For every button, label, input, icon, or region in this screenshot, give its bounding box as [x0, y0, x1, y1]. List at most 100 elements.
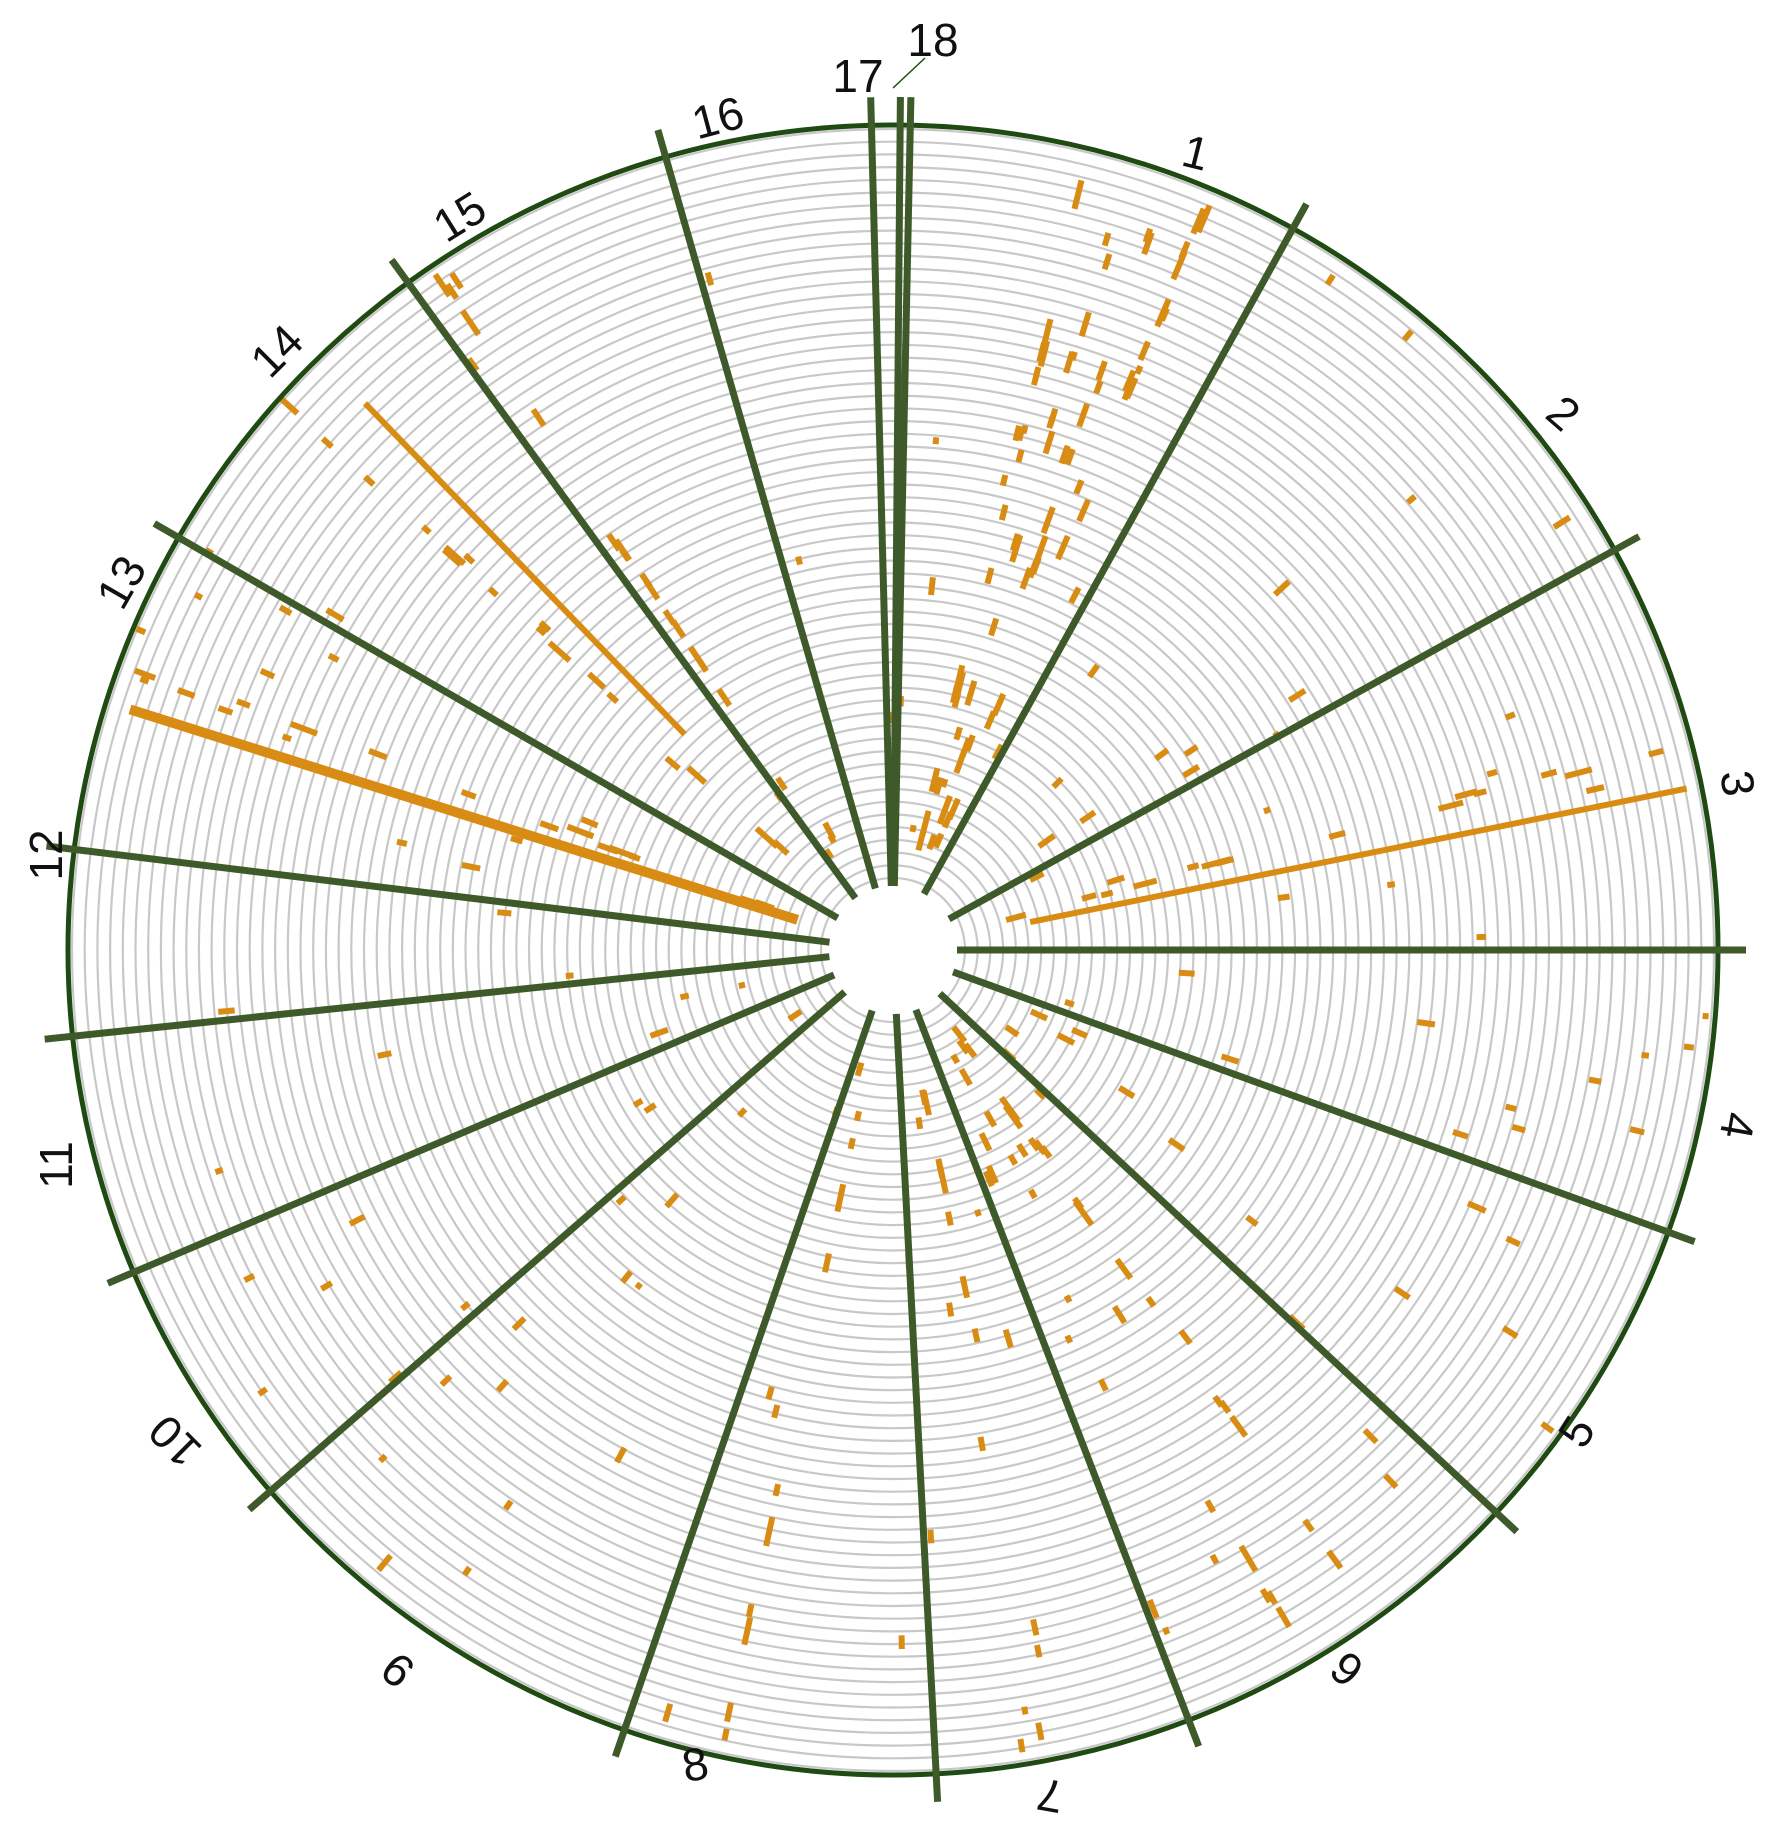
- feature-mark: [139, 675, 150, 685]
- feature-mark: [278, 395, 300, 416]
- feature-mark: [1015, 448, 1025, 463]
- feature-mark: [1245, 1214, 1259, 1227]
- segment-label-17: 17: [832, 50, 883, 102]
- feature-mark: [834, 1183, 847, 1213]
- feature-mark: [999, 474, 1009, 487]
- feature-mark: [1178, 1328, 1193, 1346]
- feature-mark: [1275, 1605, 1292, 1629]
- feature-mark: [1641, 1051, 1650, 1059]
- feature-mark: [765, 1386, 775, 1401]
- feature-mark: [615, 1194, 627, 1206]
- feature-mark: [933, 776, 944, 796]
- feature-mark: [1070, 1026, 1089, 1039]
- feature-mark: [565, 972, 574, 979]
- feature-mark: [547, 640, 572, 663]
- feature-mark: [1019, 566, 1033, 590]
- feature-mark: [1072, 1199, 1095, 1227]
- feature-mark: [348, 1213, 366, 1227]
- feature-mark: [1027, 1188, 1038, 1200]
- feature-mark: [176, 687, 196, 699]
- feature-mark: [639, 572, 653, 589]
- feature-mark: [775, 776, 788, 792]
- feature-mark: [1005, 911, 1027, 923]
- feature-mark: [1501, 1325, 1519, 1339]
- feature-mark: [664, 1192, 680, 1209]
- feature-mark: [959, 737, 972, 759]
- feature-mark: [787, 1008, 803, 1022]
- feature-mark: [1086, 663, 1101, 679]
- feature-mark: [1056, 1032, 1076, 1046]
- feature-mark: [539, 820, 560, 833]
- feature-mark: [1055, 534, 1071, 561]
- feature-mark: [1020, 424, 1029, 435]
- feature-mark: [687, 645, 709, 673]
- feature-mark: [1362, 1428, 1379, 1445]
- feature-mark: [278, 604, 293, 617]
- feature-mark: [1153, 747, 1170, 762]
- feature-mark: [1030, 1618, 1040, 1636]
- feature-mark: [1101, 232, 1112, 247]
- feature-mark: [487, 586, 499, 598]
- feature-mark: [620, 1269, 634, 1284]
- feature-mark: [1186, 862, 1200, 872]
- feature-mark: [362, 474, 376, 487]
- feature-mark: [1064, 448, 1076, 466]
- feature-mark: [1220, 1053, 1240, 1065]
- feature-mark: [1209, 1553, 1220, 1565]
- feature-mark: [257, 1386, 269, 1397]
- feature-mark: [1540, 768, 1558, 779]
- feature-mark: [1167, 1137, 1186, 1153]
- feature-mark: [1106, 874, 1126, 886]
- feature-mark: [320, 436, 334, 450]
- feature-mark: [461, 1565, 472, 1577]
- segment-divider: [388, 257, 859, 901]
- feature-mark: [1081, 892, 1097, 902]
- feature-mark: [643, 1102, 657, 1114]
- segment-dividers: [44, 96, 1746, 1802]
- feature-mark: [1272, 579, 1291, 597]
- feature-mark: [958, 1067, 973, 1087]
- feature-mark: [634, 1281, 643, 1291]
- feature-mark: [376, 1553, 394, 1573]
- feature-mark: [977, 1436, 986, 1452]
- feature-mark: [1262, 806, 1272, 815]
- feature-mark: [135, 625, 147, 636]
- feature-mark: [959, 1275, 971, 1299]
- feature-mark: [1002, 1104, 1024, 1130]
- feature-mark: [538, 620, 552, 633]
- feature-mark: [991, 743, 1005, 761]
- segment-label-8: 8: [678, 1736, 712, 1792]
- feature-mark: [193, 591, 204, 601]
- feature-mark: [327, 652, 340, 663]
- feature-mark: [983, 1110, 998, 1128]
- feature-mark: [1029, 785, 1688, 926]
- feature-mark: [649, 1026, 669, 1039]
- feature-mark: [1063, 350, 1076, 374]
- feature-mark: [1124, 376, 1139, 400]
- feature-mark: [1037, 340, 1051, 368]
- feature-mark: [1452, 1129, 1469, 1140]
- feature-mark: [823, 848, 835, 860]
- feature-mark: [1324, 273, 1336, 287]
- feature-mark: [579, 828, 595, 840]
- feature-mark: [1238, 1544, 1259, 1573]
- feature-mark: [741, 1616, 754, 1646]
- feature-mark: [738, 981, 746, 990]
- feature-mark: [915, 1116, 924, 1130]
- feature-mark: [662, 608, 677, 626]
- feature-mark: [133, 667, 157, 681]
- feature-mark: [736, 1107, 748, 1118]
- segment-divider: [951, 968, 1696, 1245]
- segment-divider: [654, 129, 879, 890]
- segment-label-18: 18: [907, 14, 958, 66]
- feature-mark: [1095, 360, 1108, 382]
- feature-mark: [1170, 250, 1188, 281]
- segment-divider: [611, 1009, 876, 1758]
- feature-mark: [1326, 1549, 1344, 1570]
- feature-mark: [1009, 532, 1021, 552]
- feature-mark: [772, 839, 790, 856]
- feature-mark: [662, 1702, 674, 1723]
- feature-mark: [495, 1378, 510, 1393]
- feature-mark: [704, 271, 715, 286]
